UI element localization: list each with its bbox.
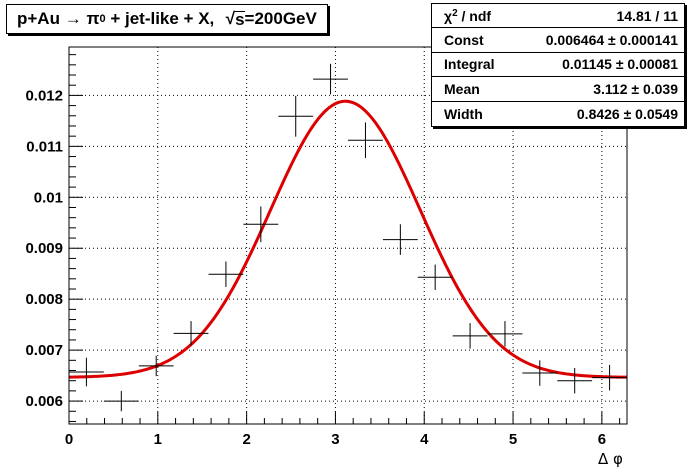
- stats-label: Width: [444, 105, 483, 122]
- y-tick-label: 0.009: [25, 240, 63, 257]
- data-point: [348, 122, 383, 159]
- y-tick-label: 0.006: [25, 393, 63, 410]
- x-tick-label: 2: [242, 431, 250, 448]
- y-tick-label: 0.008: [25, 291, 63, 308]
- stats-label: Const: [444, 32, 484, 49]
- data-point: [313, 63, 348, 95]
- data-point: [103, 390, 139, 412]
- stats-value: 3.112 ± 0.039: [593, 80, 678, 97]
- stats-value: 0.006464 ± 0.000141: [545, 32, 678, 49]
- data-point: [138, 355, 174, 377]
- title-particle: π: [86, 9, 100, 28]
- tick-labels: 0 1 2 3 4 5 6 0.006 0.007 0.008 0.009 0.01 0.011 0.01…: [25, 87, 606, 448]
- plot-frame: [68, 46, 628, 425]
- x-tick-label: 3: [331, 431, 339, 448]
- y-tick-label: 0.01: [34, 189, 63, 206]
- stats-value: 0.01145 ± 0.00081: [562, 56, 678, 73]
- x-axis-title: Δ φ: [598, 450, 623, 468]
- stats-row-mean: Mean 3.112 ± 0.039: [432, 77, 684, 102]
- sqrt-argument: s: [235, 9, 245, 29]
- data-point: [452, 323, 488, 349]
- title-middle: + jet-like + X,: [110, 9, 215, 28]
- sqrt-symbol: √: [225, 9, 236, 28]
- title-particle-sup: 0: [99, 13, 106, 25]
- fit-stats-box: χ2 / ndf 14.81 / 11 Const 0.006464 ± 0.0…: [431, 3, 685, 127]
- data-point: [522, 360, 558, 386]
- y-tick-label: 0.007: [25, 342, 63, 359]
- x-tick-label: 5: [509, 431, 517, 448]
- stats-row-integral: Integral 0.01145 ± 0.00081: [432, 53, 684, 78]
- data-point: [417, 264, 453, 291]
- fit-curve-layer: [68, 99, 628, 379]
- stats-row-const: Const 0.006464 ± 0.000141: [432, 28, 684, 53]
- x-tick-label: 4: [420, 431, 429, 448]
- grid-lines: [68, 47, 627, 424]
- data-point: [278, 95, 314, 137]
- x-tick-label: 1: [154, 431, 162, 448]
- stats-value: 0.8426 ± 0.0549: [576, 105, 678, 122]
- data-point: [382, 224, 418, 255]
- x-tick-label: 6: [598, 431, 606, 448]
- data-point: [487, 321, 523, 347]
- data-point: [557, 367, 593, 394]
- stats-label: Mean: [444, 80, 480, 97]
- data-point: [592, 364, 627, 391]
- data-point: [69, 357, 104, 387]
- data-point: [243, 206, 279, 243]
- data-point: [208, 261, 244, 287]
- stats-row-width: Width 0.8426 ± 0.0549: [432, 102, 684, 126]
- axes: [68, 46, 628, 425]
- title-prefix: p+Au: [17, 9, 60, 28]
- data-point: [173, 321, 209, 346]
- title-energy: =200GeV: [244, 9, 317, 28]
- stats-row-chi2: χ2 / ndf 14.81 / 11: [432, 4, 684, 29]
- stats-label: Integral: [444, 56, 495, 73]
- y-tick-label: 0.012: [25, 87, 63, 104]
- y-tick-label: 0.011: [26, 138, 63, 155]
- title-arrow: →: [64, 9, 82, 28]
- data-points: [69, 63, 627, 412]
- stats-label: χ2 / ndf: [444, 7, 492, 24]
- fit-curve: [68, 99, 628, 379]
- stats-value: 14.81 / 11: [616, 7, 678, 24]
- x-tick-label: 0: [65, 431, 73, 448]
